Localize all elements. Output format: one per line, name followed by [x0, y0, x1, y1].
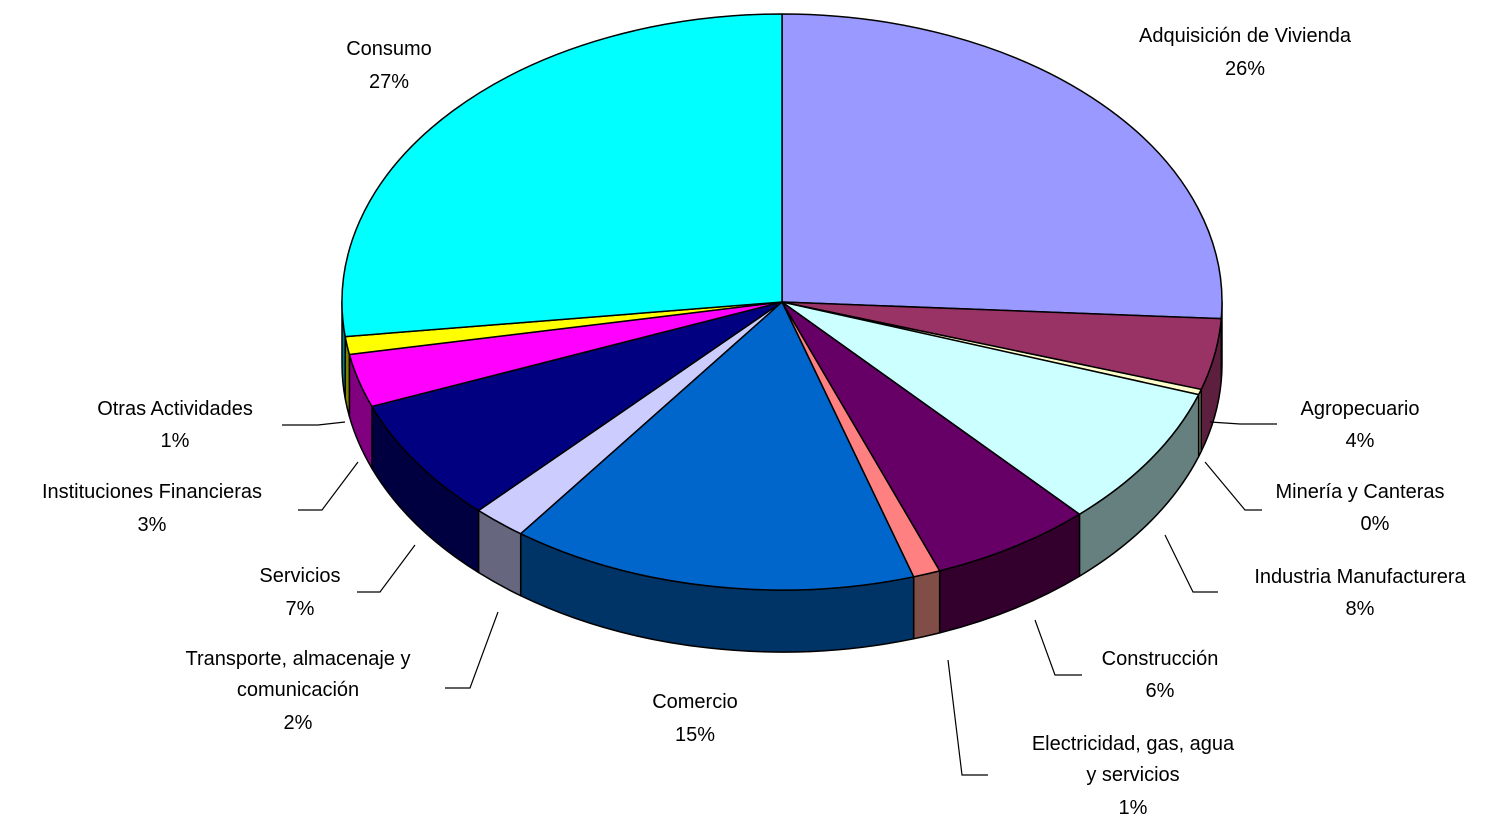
percent-mineria-y-canteras: 0% [1361, 513, 1390, 535]
label-electricidad-gas-agua-y-servicios-line-2: y servicios [1086, 764, 1179, 786]
percent-transporte-almacenaje-y-comunicacion: 2% [284, 712, 313, 734]
label-adquisicion-de-vivienda: Adquisición de Vivienda [1139, 25, 1352, 47]
label-transporte-almacenaje-y-comunicacion-line-1: Transporte, almacenaje y [186, 648, 411, 670]
label-construccion: Construcción [1102, 648, 1219, 670]
pie-side-electricidad-gas-agua-y-servicios [914, 571, 940, 639]
pie-tops [342, 14, 1222, 590]
label-comercio: Comercio [652, 691, 738, 713]
pie-slice-adquisicion-de-vivienda [782, 14, 1222, 319]
percent-servicios: 7% [286, 598, 315, 620]
label-otras-actividades: Otras Actividades [97, 398, 253, 420]
label-mineria-y-canteras: Minería y Canteras [1276, 481, 1445, 503]
leader-line-instituciones-financieras [298, 462, 358, 510]
leader-line-mineria-y-canteras [1205, 462, 1262, 510]
leader-line-industria-manufacturera [1165, 535, 1218, 592]
pie-slice-consumo [342, 14, 782, 337]
label-transporte-almacenaje-y-comunicacion-line-2: comunicación [237, 679, 359, 701]
percent-otras-actividades: 1% [161, 430, 190, 452]
percent-industria-manufacturera: 8% [1346, 598, 1375, 620]
leader-line-servicios [357, 545, 415, 592]
percent-adquisicion-de-vivienda: 26% [1225, 58, 1265, 80]
label-industria-manufacturera: Industria Manufacturera [1254, 566, 1466, 588]
leader-line-agropecuario [1210, 422, 1277, 424]
percent-comercio: 15% [675, 724, 715, 746]
leader-line-transporte-almacenaje-y-comunicacion [445, 612, 498, 688]
percent-agropecuario: 4% [1346, 430, 1375, 452]
leader-line-construccion [1035, 620, 1082, 675]
percent-instituciones-financieras: 3% [138, 514, 167, 536]
leader-line-electricidad-gas-agua-y-servicios [948, 660, 988, 775]
percent-consumo: 27% [369, 71, 409, 93]
percent-electricidad-gas-agua-y-servicios: 1% [1119, 797, 1148, 818]
leader-line-otras-actividades [282, 422, 345, 425]
label-electricidad-gas-agua-y-servicios-line-1: Electricidad, gas, agua [1032, 733, 1235, 755]
percent-construccion: 6% [1146, 680, 1175, 702]
label-agropecuario: Agropecuario [1301, 398, 1420, 420]
label-consumo: Consumo [346, 38, 432, 60]
label-instituciones-financieras: Instituciones Financieras [42, 481, 262, 503]
label-servicios: Servicios [259, 565, 340, 587]
